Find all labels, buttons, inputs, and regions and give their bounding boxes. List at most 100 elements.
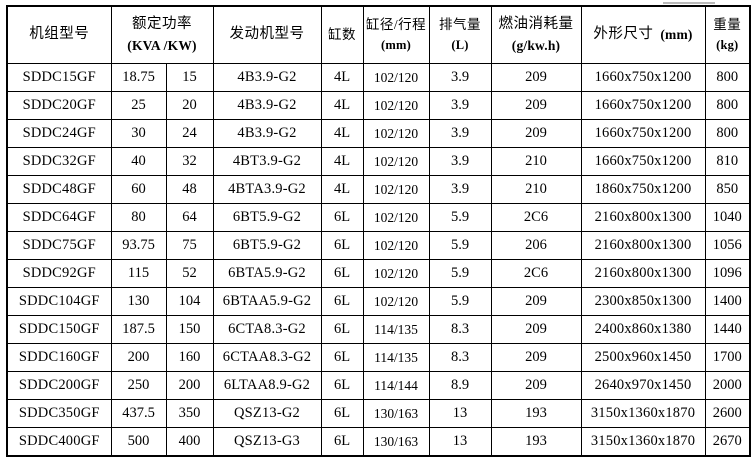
cell-model: SDDC64GF (6, 203, 112, 232)
cell-bore-stroke: 130/163 (362, 427, 430, 457)
table-body: SDDC15GF 18.75 15 4B3.9-G2 4L 102/120 3.9 209 16… (6, 63, 751, 457)
cell-kva: 40 (110, 147, 167, 176)
column-header-cylinders: 缸数 (320, 5, 364, 64)
cell-model: SDDC160GF (6, 343, 112, 372)
cell-kw: 160 (165, 343, 214, 372)
cell-weight: 800 (704, 91, 751, 120)
cell-kva: 115 (110, 259, 167, 288)
cell-kva: 80 (110, 203, 167, 232)
cell-cylinders: 6L (320, 399, 364, 428)
cell-displacement: 3.9 (428, 119, 492, 148)
cell-cylinders: 6L (320, 343, 364, 372)
cell-kw: 52 (165, 259, 214, 288)
cell-engine: 4B3.9-G2 (212, 63, 322, 92)
cell-bore-stroke: 102/120 (362, 259, 430, 288)
table-row: SDDC160GF 200 160 6CTAA8.3-G2 6L 114/135 8.3 20… (6, 343, 751, 372)
column-header-displacement-unit: (L) (451, 38, 469, 53)
cell-displacement: 3.9 (428, 63, 492, 92)
cell-engine: 6BT5.9-G2 (212, 203, 322, 232)
table-row: SDDC20GF 25 20 4B3.9-G2 4L 102/120 3.9 209 1660x… (6, 91, 751, 120)
cell-bore-stroke: 102/120 (362, 147, 430, 176)
cell-fuel-consumption: 2C6 (490, 259, 582, 288)
cell-fuel-consumption: 193 (490, 399, 582, 428)
cell-model: SDDC104GF (6, 287, 112, 316)
cell-weight: 1700 (704, 343, 751, 372)
cell-kw: 20 (165, 91, 214, 120)
cell-bore-stroke: 102/120 (362, 175, 430, 204)
cell-fuel-consumption: 210 (490, 175, 582, 204)
cell-engine: 6BTAA5.9-G2 (212, 287, 322, 316)
cell-model: SDDC150GF (6, 315, 112, 344)
column-header-bore-stroke: 缸径/行程 (mm) (362, 5, 430, 64)
cell-kva: 130 (110, 287, 167, 316)
column-header-displacement-label: 排气量 (439, 17, 481, 33)
cell-kw: 64 (165, 203, 214, 232)
cell-fuel-consumption: 2C6 (490, 203, 582, 232)
table-row: SDDC150GF 187.5 150 6CTA8.3-G2 6L 114/135 8.3 2… (6, 315, 751, 344)
cell-displacement: 3.9 (428, 147, 492, 176)
generator-spec-table: 机组型号 额定功率 (KVA /KW) 发动机型号 缸数 (6, 5, 751, 457)
cell-dimensions: 3150x1360x1870 (580, 427, 706, 457)
cell-fuel-consumption: 209 (490, 371, 582, 400)
cell-kva: 500 (110, 427, 167, 457)
cell-model: SDDC400GF (6, 427, 112, 457)
cell-kva: 250 (110, 371, 167, 400)
cell-kw: 104 (165, 287, 214, 316)
cell-kw: 48 (165, 175, 214, 204)
cell-bore-stroke: 102/120 (362, 203, 430, 232)
cell-kw: 32 (165, 147, 214, 176)
column-header-fuel-consumption: 燃油消耗量 (g/kw.h) (490, 5, 582, 64)
cell-fuel-consumption: 206 (490, 231, 582, 260)
cell-dimensions: 1660x750x1200 (580, 91, 706, 120)
cell-engine: 4BT3.9-G2 (212, 147, 322, 176)
cell-engine: QSZ13-G3 (212, 427, 322, 457)
cell-dimensions: 2160x800x1300 (580, 231, 706, 260)
column-header-weight-label: 重量 (713, 17, 742, 33)
table-header: 机组型号 额定功率 (KVA /KW) 发动机型号 缸数 (6, 5, 751, 64)
cell-bore-stroke: 130/163 (362, 399, 430, 428)
cell-kw: 200 (165, 371, 214, 400)
cell-model: SDDC92GF (6, 259, 112, 288)
column-header-model-label: 机组型号 (29, 26, 90, 43)
cell-cylinders: 4L (320, 119, 364, 148)
cell-displacement: 8.3 (428, 315, 492, 344)
cell-kw: 15 (165, 63, 214, 92)
column-header-dimensions-unit: (mm) (660, 27, 693, 43)
cell-fuel-consumption: 193 (490, 427, 582, 457)
cell-kva: 25 (110, 91, 167, 120)
column-header-dimensions-label: 外形尺寸 (593, 26, 654, 43)
cell-weight: 1400 (704, 287, 751, 316)
cell-fuel-consumption: 209 (490, 343, 582, 372)
cell-kva: 30 (110, 119, 167, 148)
column-header-fuel-consumption-label: 燃油消耗量 (498, 15, 574, 32)
column-header-rated-power-label: 额定功率 (132, 15, 192, 32)
cell-engine: QSZ13-G2 (212, 399, 322, 428)
table-row: SDDC400GF 500 400 QSZ13-G3 6L 130/163 13 193 315… (6, 427, 751, 457)
cell-fuel-consumption: 209 (490, 63, 582, 92)
column-header-model: 机组型号 (6, 5, 112, 64)
cell-fuel-consumption: 209 (490, 119, 582, 148)
cell-model: SDDC15GF (6, 63, 112, 92)
cell-model: SDDC24GF (6, 119, 112, 148)
cell-displacement: 3.9 (428, 175, 492, 204)
table-row: SDDC48GF 60 48 4BTA3.9-G2 4L 102/120 3.9 210 186… (6, 175, 751, 204)
cell-dimensions: 2160x800x1300 (580, 203, 706, 232)
cell-dimensions: 1860x750x1200 (580, 175, 706, 204)
cell-dimensions: 3150x1360x1870 (580, 399, 706, 428)
column-header-cylinders-label: 缸数 (328, 27, 356, 43)
cell-engine: 6BT5.9-G2 (212, 231, 322, 260)
cell-dimensions: 2400x860x1380 (580, 315, 706, 344)
cell-dimensions: 2160x800x1300 (580, 259, 706, 288)
spec-table-container: 机组型号 额定功率 (KVA /KW) 发动机型号 缸数 (6, 5, 751, 457)
cell-cylinders: 6L (320, 315, 364, 344)
cell-bore-stroke: 114/135 (362, 315, 430, 344)
cell-displacement: 5.9 (428, 231, 492, 260)
cell-engine: 6LTAA8.9-G2 (212, 371, 322, 400)
cell-dimensions: 1660x750x1200 (580, 147, 706, 176)
cell-model: SDDC20GF (6, 91, 112, 120)
cell-bore-stroke: 102/120 (362, 231, 430, 260)
cell-weight: 810 (704, 147, 751, 176)
cell-kw: 350 (165, 399, 214, 428)
cell-bore-stroke: 102/120 (362, 63, 430, 92)
cell-bore-stroke: 114/135 (362, 343, 430, 372)
